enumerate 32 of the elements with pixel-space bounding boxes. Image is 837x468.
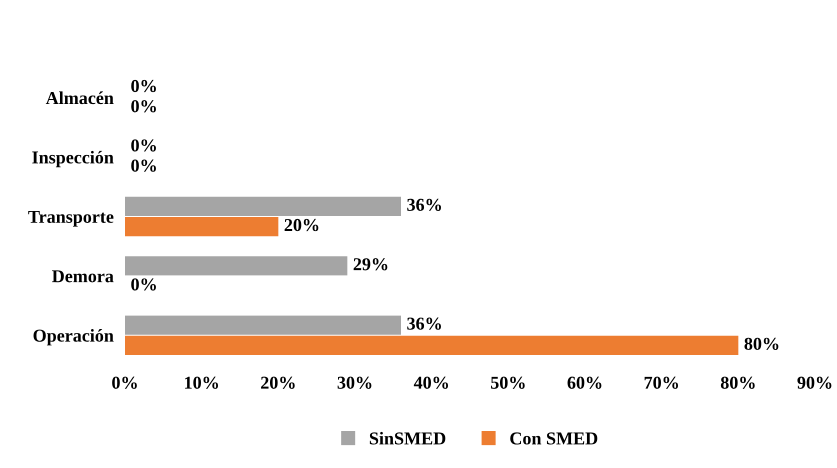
data-label: 0% [131,100,156,112]
x-tick-label: 80% [720,376,755,389]
y-tick-label: Demora [52,270,114,282]
x-tick-label: 0% [112,376,137,389]
data-label: 0% [131,139,156,152]
data-label: 36% [407,198,441,211]
data-label: 0% [131,160,156,172]
y-tick-label: Inspección [32,150,114,168]
y-tick-label: Almacén [46,91,114,104]
bar [125,316,401,335]
x-tick-label: 90% [797,376,832,389]
legend-label: Con SMED [510,432,598,445]
data-label: 0% [131,80,156,92]
x-tick-label: 20% [261,376,295,389]
y-tick-label: Transporte [28,210,114,227]
bar [125,196,401,216]
bar [125,217,278,236]
x-tick-label: 40% [414,376,448,389]
data-label: 80% [744,338,778,350]
x-tick-label: 30% [338,376,372,389]
bar [125,336,738,355]
x-tick-label: 60% [568,376,602,389]
x-tick-label: 70% [644,376,678,389]
x-tick-label: 10% [185,376,218,389]
data-label: 29% [354,258,388,270]
x-tick-label: 50% [491,376,525,389]
data-label: 36% [407,318,441,330]
y-tick-label: Operación [34,329,114,346]
data-label: 20% [284,218,318,232]
legend-label: SinSMED [370,432,446,445]
data-label: 0% [131,278,156,291]
bar [125,256,348,276]
